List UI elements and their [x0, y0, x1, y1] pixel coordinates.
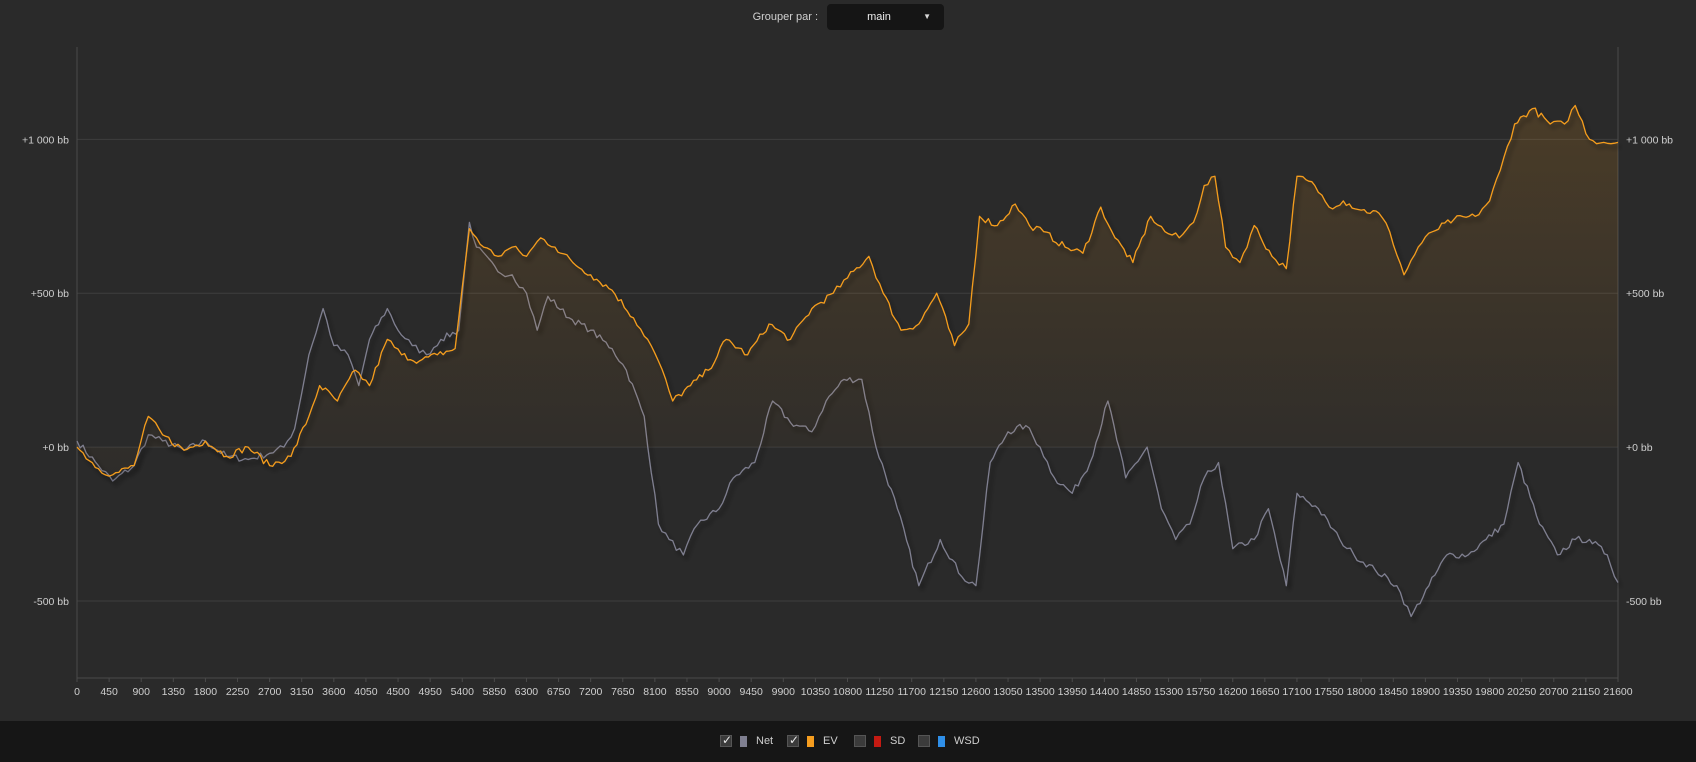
x-tick-label: 13500 [1026, 686, 1055, 698]
x-tick-label: 18450 [1379, 686, 1408, 698]
y-tick-label-left: +1 000 bb [22, 134, 69, 146]
chart-series-layer [76, 104, 1619, 618]
check-icon: ✓ [722, 733, 733, 747]
x-tick-label: 10800 [833, 686, 862, 698]
x-tick-label: 14400 [1090, 686, 1119, 698]
x-tick-label: 900 [132, 686, 150, 698]
x-tick-label: 0 [74, 686, 80, 698]
x-tick-label: 7200 [579, 686, 603, 698]
x-tick-label: 9900 [772, 686, 796, 698]
series-line-ev [76, 104, 1619, 477]
legend-swatch-sd [874, 736, 881, 747]
chart-tick-labels: +1 000 bb +1 000 bb +500 bb +500 bb +0 bb +0 … [22, 134, 1673, 698]
x-tick-label: 4050 [354, 686, 378, 698]
y-tick-label-right: +1 000 bb [1626, 134, 1673, 146]
x-tick-label: 21150 [1572, 686, 1601, 698]
x-tick-label: 5850 [483, 686, 507, 698]
legend-checkbox-net[interactable]: ✓ [720, 733, 733, 747]
x-tick-label: 16650 [1250, 686, 1279, 698]
x-tick-label: 6750 [547, 686, 571, 698]
toolbar: Grouper par : main ▼ [0, 0, 1696, 36]
x-tick-label: 4950 [418, 686, 442, 698]
legend-swatch-ev [807, 736, 814, 747]
x-tick-label: 9450 [740, 686, 764, 698]
legend-swatch-wsd [938, 736, 945, 747]
y-tick-label-left: +0 bb [42, 442, 69, 454]
x-tick-label: 17100 [1282, 686, 1311, 698]
x-tick-label: 11700 [897, 686, 926, 698]
x-tick-label: 20700 [1539, 686, 1568, 698]
x-tick-label: 12150 [929, 686, 958, 698]
group-by-select-value: main [867, 11, 891, 23]
x-tick-label: 6300 [515, 686, 539, 698]
x-tick-label: 19800 [1475, 686, 1504, 698]
legend-label-ev: EV [823, 735, 838, 747]
x-tick-label: 5400 [451, 686, 475, 698]
x-tick-label: 8550 [675, 686, 699, 698]
x-tick-label: 10350 [801, 686, 830, 698]
x-tick-label: 21600 [1603, 686, 1632, 698]
x-tick-label: 3150 [290, 686, 314, 698]
check-icon: ✓ [789, 733, 800, 747]
x-tick-label: 20250 [1507, 686, 1536, 698]
x-tick-label: 12600 [961, 686, 990, 698]
x-tick-label: 19350 [1443, 686, 1472, 698]
y-tick-label-right: +500 bb [1626, 288, 1664, 300]
x-tick-label: 15300 [1154, 686, 1183, 698]
legend-checkbox-ev[interactable]: ✓ [787, 733, 800, 747]
triangle-down-icon: ▼ [923, 12, 931, 21]
legend-bar: ✓ Net ✓ EV SD WSD [0, 721, 1696, 762]
x-tick-label: 2700 [258, 686, 282, 698]
x-tick-label: 13950 [1058, 686, 1087, 698]
y-tick-label-left: +500 bb [31, 288, 69, 300]
x-tick-label: 18000 [1347, 686, 1376, 698]
x-tick-label: 4500 [386, 686, 410, 698]
x-tick-label: 17550 [1314, 686, 1343, 698]
x-tick-label: 1350 [162, 686, 186, 698]
legend-label-wsd: WSD [954, 735, 980, 747]
x-tick-label: 1800 [194, 686, 218, 698]
y-tick-label-left: -500 bb [33, 596, 69, 608]
x-tick-label: 8100 [643, 686, 667, 698]
x-tick-label: 16200 [1218, 686, 1247, 698]
legend-label-sd: SD [890, 735, 906, 747]
y-tick-label-right: -500 bb [1626, 596, 1662, 608]
bankroll-chart: +1 000 bb +1 000 bb +500 bb +500 bb +0 bb +0 … [22, 47, 1673, 698]
legend-checkbox-sd[interactable] [854, 735, 866, 747]
x-tick-label: 7650 [611, 686, 635, 698]
group-by-label: Grouper par : [752, 11, 818, 23]
group-by-select[interactable]: main ▼ [827, 4, 944, 30]
x-tick-label: 450 [100, 686, 118, 698]
x-tick-label: 14850 [1122, 686, 1151, 698]
x-tick-label: 3600 [322, 686, 346, 698]
x-tick-label: 13050 [993, 686, 1022, 698]
x-tick-label: 9000 [707, 686, 731, 698]
x-tick-label: 2250 [226, 686, 250, 698]
x-tick-label: 11250 [865, 686, 894, 698]
legend-label-net: Net [756, 735, 774, 747]
legend-swatch-net [740, 736, 747, 747]
x-tick-label: 15750 [1186, 686, 1215, 698]
x-tick-label: 18900 [1411, 686, 1440, 698]
ev-area [77, 105, 1618, 477]
legend-checkbox-wsd[interactable] [918, 735, 930, 747]
y-tick-label-right: +0 bb [1626, 442, 1653, 454]
